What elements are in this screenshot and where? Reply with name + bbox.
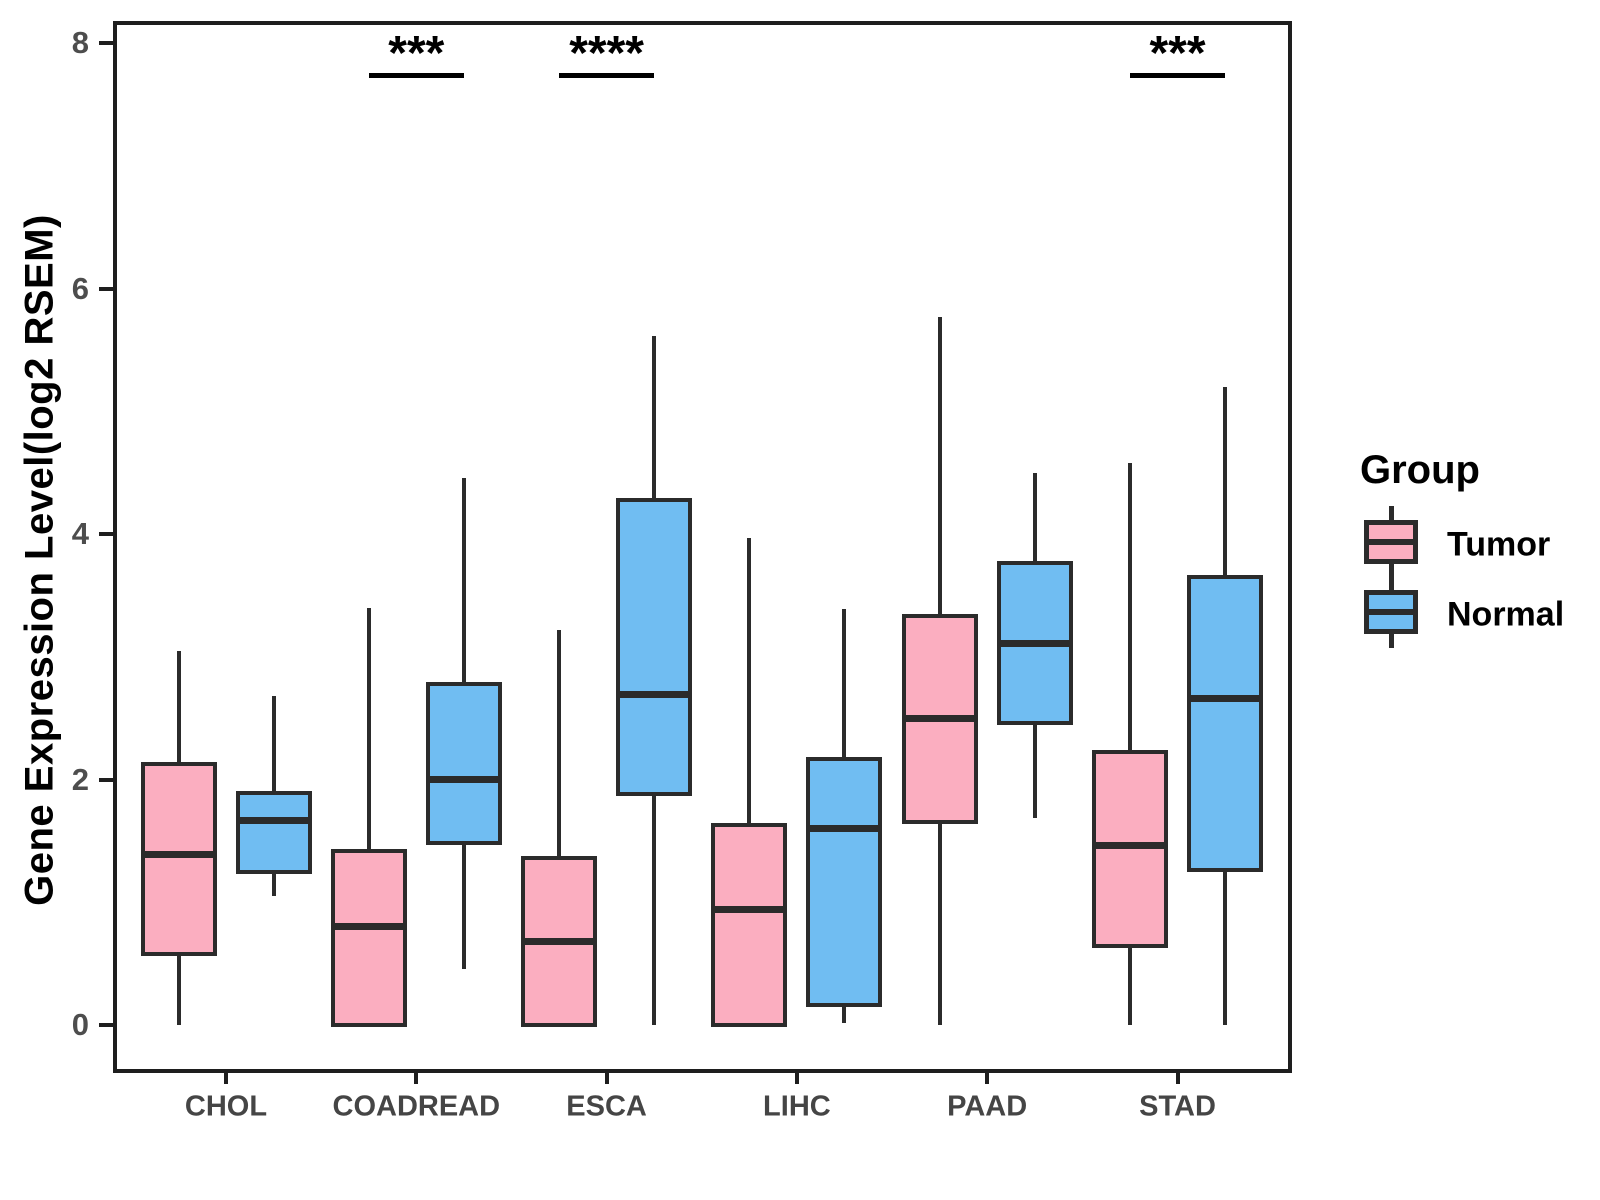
legend-title: Group (1360, 448, 1480, 492)
x-tick-mark (985, 1071, 990, 1084)
box-tumor-COADREAD (330, 848, 407, 1027)
x-category-label: ESCA (566, 1090, 647, 1123)
y-tick-label: 6 (71, 270, 89, 306)
x-tick-mark (604, 1071, 609, 1084)
y-tick-mark (99, 777, 113, 782)
box-normal-COADREAD (425, 681, 502, 846)
median-tumor-CHOL (140, 850, 217, 858)
y-tick-label: 2 (71, 761, 89, 797)
box-normal-LIHC (806, 756, 883, 1008)
median-normal-LIHC (806, 825, 883, 833)
box-tumor-LIHC (711, 822, 788, 1027)
median-tumor-COADREAD (330, 923, 407, 931)
whisker-tumor-STAD (1128, 462, 1132, 1025)
whisker-tumor-ESCA (557, 629, 562, 1025)
whisker-tumor-COADREAD (366, 607, 371, 1025)
median-normal-PAAD (996, 639, 1073, 647)
median-tumor-ESCA (521, 938, 598, 946)
x-tick-mark (414, 1071, 419, 1084)
x-tick-mark (794, 1071, 799, 1084)
significance-stars-ESCA: **** (569, 27, 644, 80)
significance-stars-COADREAD: *** (388, 27, 445, 80)
box-normal-CHOL (235, 791, 312, 874)
y-tick-label: 8 (71, 25, 89, 60)
plot-panel (113, 21, 1292, 1073)
x-category-label: STAD (1139, 1090, 1216, 1123)
x-tick-mark (224, 1071, 228, 1084)
median-tumor-STAD (1092, 842, 1168, 850)
y-tick-mark (99, 532, 113, 536)
median-normal-ESCA (616, 691, 693, 699)
legend-label-tumor: Tumor (1447, 525, 1551, 564)
box-normal-ESCA (616, 497, 693, 797)
significance-bar-ESCA (559, 73, 655, 78)
significance-bar-COADREAD (368, 73, 464, 78)
y-tick-mark (99, 1023, 113, 1027)
significance-stars-STAD: *** (1149, 27, 1206, 80)
box-tumor-STAD (1092, 750, 1168, 949)
box-tumor-CHOL (140, 761, 217, 956)
significance-bar-STAD (1130, 73, 1225, 78)
median-tumor-PAAD (901, 714, 978, 722)
y-tick-label: 4 (71, 516, 89, 551)
box-normal-STAD (1187, 574, 1263, 873)
whisker-tumor-LIHC (747, 537, 752, 1025)
y-axis-title: Gene Expression Level(log2 RSEM) (17, 214, 62, 906)
x-category-label: LIHC (763, 1090, 831, 1123)
y-tick-mark (99, 41, 113, 45)
median-normal-STAD (1187, 694, 1263, 702)
legend-label-normal: Normal (1447, 595, 1565, 634)
x-category-label: COADREAD (332, 1090, 501, 1123)
x-category-label: PAAD (947, 1090, 1028, 1123)
y-tick-label: 0 (71, 1007, 89, 1042)
median-normal-COADREAD (425, 776, 502, 783)
normal-boxplot-key-icon (1363, 576, 1419, 652)
x-tick-mark (1175, 1071, 1180, 1084)
y-tick-mark (99, 286, 113, 291)
x-category-label: CHOL (184, 1090, 268, 1123)
tumor-boxplot-key-icon (1363, 506, 1419, 582)
median-normal-CHOL (235, 816, 312, 824)
median-tumor-LIHC (711, 906, 788, 914)
